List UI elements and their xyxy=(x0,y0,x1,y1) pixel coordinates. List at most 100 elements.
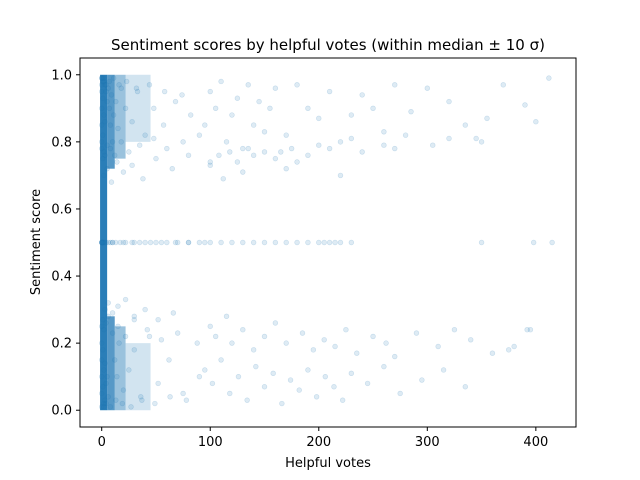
data-point xyxy=(114,159,120,165)
data-point xyxy=(99,75,105,81)
data-point xyxy=(164,145,170,152)
data-point xyxy=(332,343,338,350)
data-point xyxy=(118,85,124,91)
data-point xyxy=(321,337,327,343)
data-point xyxy=(131,347,137,353)
data-point xyxy=(462,122,468,128)
data-point xyxy=(220,176,226,182)
data-point xyxy=(288,145,295,152)
data-point xyxy=(108,179,115,185)
data-point xyxy=(250,347,257,353)
data-point xyxy=(202,239,208,246)
data-point xyxy=(227,390,233,397)
data-point xyxy=(392,145,398,152)
y-tick-label: 0.8 xyxy=(51,135,72,150)
data-point xyxy=(250,122,257,128)
data-point xyxy=(101,112,107,118)
data-point xyxy=(435,343,441,350)
data-point xyxy=(207,162,213,169)
data-point xyxy=(212,105,219,112)
plot-frame xyxy=(79,57,577,428)
data-point xyxy=(383,340,389,346)
x-tick-label: 400 xyxy=(523,435,548,450)
data-point xyxy=(299,330,306,336)
data-point xyxy=(122,333,129,340)
data-point xyxy=(408,108,414,115)
data-point xyxy=(316,239,322,246)
data-point xyxy=(462,384,468,390)
data-point xyxy=(261,384,268,390)
data-point xyxy=(99,239,105,246)
data-point xyxy=(261,129,268,135)
data-point xyxy=(99,373,105,380)
data-point xyxy=(244,397,250,403)
data-point xyxy=(115,125,121,132)
data-point xyxy=(331,384,337,390)
data-point xyxy=(381,142,387,148)
data-point xyxy=(207,88,213,95)
data-point xyxy=(174,330,181,336)
data-point xyxy=(524,327,530,333)
data-point xyxy=(109,310,116,316)
data-point xyxy=(129,162,135,169)
data-point xyxy=(348,135,355,142)
data-point xyxy=(122,105,129,112)
data-point xyxy=(305,367,311,373)
data-point xyxy=(527,327,534,333)
x-tick-label: 300 xyxy=(415,435,440,450)
data-point xyxy=(511,343,517,350)
data-point xyxy=(183,397,190,403)
data-point xyxy=(102,82,108,88)
data-point xyxy=(506,347,512,353)
data-point xyxy=(229,239,235,246)
x-tick-label: 100 xyxy=(198,435,223,450)
data-point xyxy=(105,239,111,246)
data-point xyxy=(267,105,273,112)
data-point xyxy=(240,327,246,333)
data-point xyxy=(179,92,185,98)
data-point xyxy=(167,394,173,400)
data-point xyxy=(337,139,344,145)
data-point xyxy=(103,380,109,387)
data-point xyxy=(116,82,122,88)
data-point xyxy=(194,340,200,346)
data-point xyxy=(305,152,311,158)
data-point xyxy=(113,239,119,246)
data-point xyxy=(103,400,109,407)
data-point xyxy=(101,172,107,179)
data-point xyxy=(234,95,241,101)
data-point xyxy=(108,92,115,98)
data-point xyxy=(272,239,279,246)
data-point xyxy=(326,88,333,95)
x-tick-label: 0 xyxy=(98,435,106,450)
y-tick-label: 0.2 xyxy=(51,337,72,352)
data-point xyxy=(170,310,177,316)
data-point xyxy=(392,353,398,360)
data-point xyxy=(100,78,106,85)
data-point xyxy=(131,316,137,323)
data-point xyxy=(272,85,279,91)
data-point xyxy=(256,98,262,105)
data-point xyxy=(397,390,403,397)
data-point xyxy=(142,132,148,138)
data-point xyxy=(451,327,458,333)
x-axis: 0 100 200 300 400 xyxy=(98,427,548,450)
data-point xyxy=(261,149,268,155)
data-point xyxy=(100,75,106,81)
data-point xyxy=(313,394,320,400)
data-point xyxy=(101,367,107,373)
data-point xyxy=(99,239,105,246)
data-point xyxy=(160,122,167,128)
data-point xyxy=(530,239,537,246)
dense-column-zero-votes xyxy=(100,74,108,411)
data-point xyxy=(101,75,107,81)
data-point xyxy=(153,155,159,162)
data-point xyxy=(522,102,528,108)
y-tick-label: 0.6 xyxy=(51,202,72,217)
data-point xyxy=(240,169,246,175)
data-point xyxy=(305,105,311,112)
data-point xyxy=(104,142,110,148)
data-point xyxy=(310,347,317,353)
data-point xyxy=(446,135,452,142)
data-point xyxy=(326,145,333,152)
